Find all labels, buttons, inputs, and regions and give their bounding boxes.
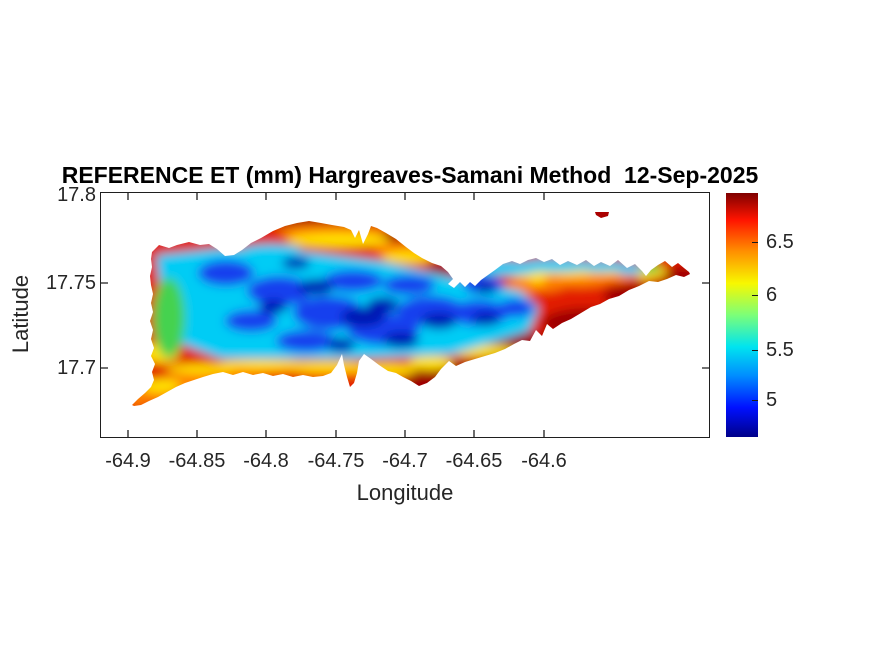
colorbar-tick-mark [752,350,758,352]
y-tick-label: 17.7 [57,357,96,379]
colorbar-tick-label: 5 [766,389,778,411]
colorbar-tick-mark [752,295,758,297]
colorbar-tick-label: 6 [766,284,778,306]
plot-area [100,192,710,438]
islet [595,212,609,218]
y-axis-label: Latitude [8,274,33,354]
colorbar-tick-mark [752,400,758,402]
x-tick-label: -64.85 [168,450,226,472]
y-tick-label: 17.8 [57,184,96,206]
colorbar-tick-mark [752,242,758,244]
x-tick-label: -64.8 [243,450,289,472]
x-axis-label: Longitude [356,480,454,505]
x-tick-label: -64.7 [382,450,428,472]
et-field [132,221,690,406]
colorbar-tick-label: 6.5 [766,231,794,253]
x-tick-label: -64.75 [307,450,365,472]
heatmap-island [101,193,709,437]
chart-title: REFERENCE ET (mm) Hargreaves-Samani Meth… [61,162,759,188]
colorbar [726,193,758,437]
x-tick-label: -64.9 [105,450,151,472]
x-tick-label: -64.65 [445,450,503,472]
axis-tick-marks [101,193,709,437]
x-tick-label: -64.6 [521,450,567,472]
y-tick-label: 17.75 [45,272,96,294]
colorbar-tick-label: 5.5 [766,339,794,361]
